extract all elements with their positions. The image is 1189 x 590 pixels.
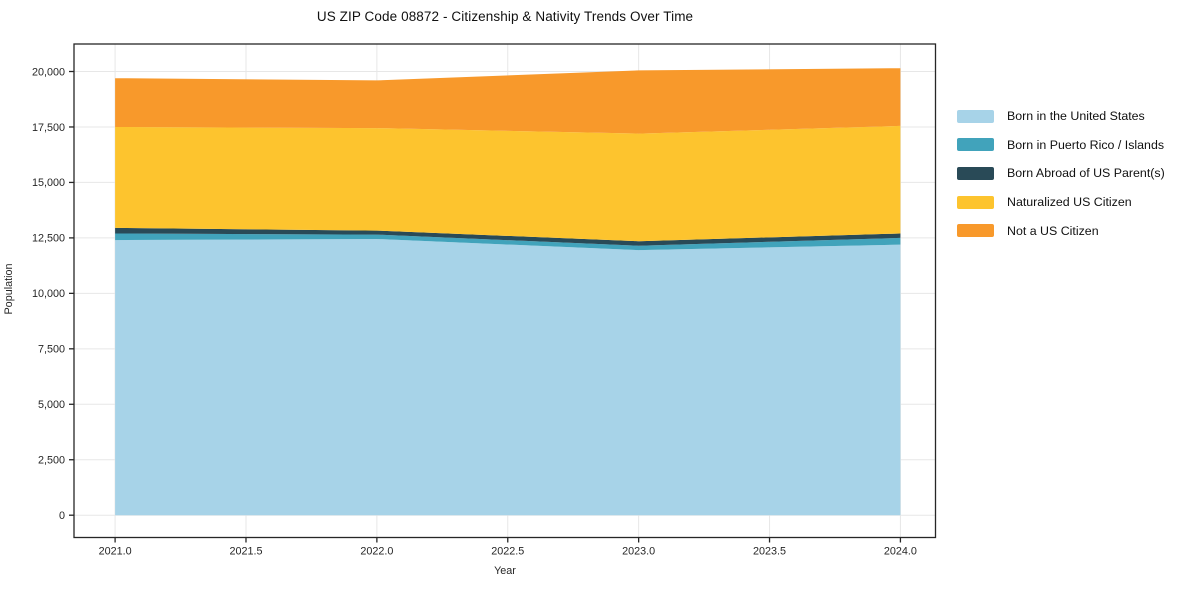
legend-label: Born Abroad of US Parent(s) — [1007, 166, 1165, 181]
svg-text:2024.0: 2024.0 — [884, 546, 917, 558]
svg-text:17,500: 17,500 — [32, 122, 65, 134]
chart-title: US ZIP Code 08872 - Citizenship & Nativi… — [316, 9, 694, 24]
legend-swatch-born-abroad — [957, 166, 994, 180]
svg-text:7,500: 7,500 — [38, 344, 65, 356]
svg-text:12,500: 12,500 — [32, 233, 65, 245]
chart-legend: Born in the United States Born in Puerto… — [957, 102, 1165, 245]
legend-label: Born in the United States — [1007, 109, 1145, 124]
legend-swatch-not-citizen — [957, 224, 994, 238]
x-axis-label: Year — [494, 565, 516, 577]
legend-label: Born in Puerto Rico / Islands — [1007, 137, 1165, 152]
svg-text:5,000: 5,000 — [38, 399, 65, 411]
y-axis-label: Population — [3, 263, 15, 315]
legend-swatch-born-pr — [957, 138, 994, 152]
svg-text:2,500: 2,500 — [38, 455, 65, 467]
legend-label: Not a US Citizen — [1007, 223, 1099, 238]
svg-text:2021.0: 2021.0 — [99, 546, 132, 558]
legend-item-born-us: Born in the United States — [957, 102, 1165, 131]
legend-label: Naturalized US Citizen — [1007, 195, 1132, 210]
legend-item-born-abroad: Born Abroad of US Parent(s) — [957, 159, 1165, 188]
svg-text:2022.0: 2022.0 — [360, 546, 393, 558]
svg-text:2022.5: 2022.5 — [491, 546, 524, 558]
svg-text:2023.0: 2023.0 — [622, 546, 655, 558]
legend-swatch-born-us — [957, 109, 994, 123]
legend-item-not-citizen: Not a US Citizen — [957, 216, 1165, 245]
svg-text:20,000: 20,000 — [32, 66, 65, 78]
legend-item-born-pr: Born in Puerto Rico / Islands — [957, 131, 1165, 160]
legend-swatch-naturalized — [957, 195, 994, 209]
svg-text:2021.5: 2021.5 — [229, 546, 262, 558]
svg-text:0: 0 — [59, 510, 65, 522]
legend-item-naturalized: Naturalized US Citizen — [957, 188, 1165, 217]
svg-text:2023.5: 2023.5 — [753, 546, 786, 558]
svg-text:10,000: 10,000 — [32, 288, 65, 300]
svg-text:15,000: 15,000 — [32, 177, 65, 189]
